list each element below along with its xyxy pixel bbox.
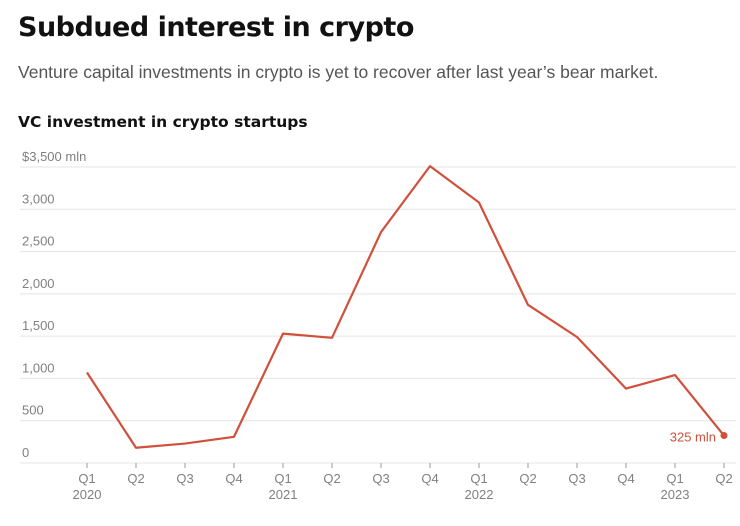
subheadline: Venture capital investments in crypto is… — [18, 62, 659, 82]
end-point-dot — [720, 432, 728, 440]
x-tick-label: Q1 — [78, 471, 95, 486]
x-tick-label: Q3 — [568, 471, 585, 486]
data-point — [575, 335, 579, 339]
x-tick-label: Q2 — [715, 471, 732, 486]
data-point — [183, 442, 187, 446]
x-tick-label: Q4 — [225, 471, 242, 486]
data-point — [232, 435, 236, 439]
y-tick-label: 3,000 — [22, 191, 55, 206]
data-point — [624, 387, 628, 391]
data-point — [85, 371, 89, 375]
x-tick-label: Q3 — [176, 471, 193, 486]
data-point — [673, 373, 677, 377]
x-tick-label: Q2 — [323, 471, 340, 486]
data-point — [526, 303, 530, 307]
x-tick-label: Q3 — [372, 471, 389, 486]
headline: Subdued interest in crypto — [18, 12, 414, 43]
y-tick-label: 2,000 — [22, 276, 55, 291]
y-tick-label: $3,500 mln — [22, 149, 86, 164]
y-axis-tick-labels: 0 500 1,000 1,500 2,000 2,500 3,000 $3,500 mln — [22, 149, 86, 460]
x-tick-label: Q2 — [519, 471, 536, 486]
x-tick-label: Q1 — [666, 471, 683, 486]
x-tick-label: Q4 — [421, 471, 438, 486]
x-year-label: 2023 — [661, 487, 690, 502]
x-tick-label: Q1 — [274, 471, 291, 486]
end-point-label: 325 mln — [670, 430, 716, 445]
x-year-label: 2022 — [465, 487, 494, 502]
series-line — [86, 165, 725, 449]
x-year-label: 2021 — [269, 487, 298, 502]
y-tick-label: 1,500 — [22, 318, 55, 333]
x-axis: Q1 Q2 Q3 Q4 Q1 Q2 Q3 Q4 Q1 Q2 Q3 Q4 Q1 Q2 2020 2021 2022… — [73, 463, 733, 502]
x-tick-label: Q1 — [470, 471, 487, 486]
chart-title: VC investment in crypto startups — [18, 113, 308, 131]
y-tick-label: 1,000 — [22, 360, 55, 375]
gridlines — [20, 166, 736, 464]
x-year-label: 2020 — [73, 487, 102, 502]
y-tick-label: 2,500 — [22, 234, 55, 249]
x-tick-label: Q2 — [127, 471, 144, 486]
data-point — [330, 336, 334, 340]
y-tick-label: 0 — [22, 445, 29, 460]
series-layer — [85, 164, 725, 450]
data-point — [428, 164, 432, 168]
y-tick-label: 500 — [22, 403, 44, 418]
data-point — [281, 332, 285, 336]
data-point — [134, 446, 138, 450]
data-point — [477, 201, 481, 205]
x-tick-label: Q4 — [617, 471, 634, 486]
annotation-layer: 325 mln — [670, 430, 728, 445]
data-point — [379, 230, 383, 234]
